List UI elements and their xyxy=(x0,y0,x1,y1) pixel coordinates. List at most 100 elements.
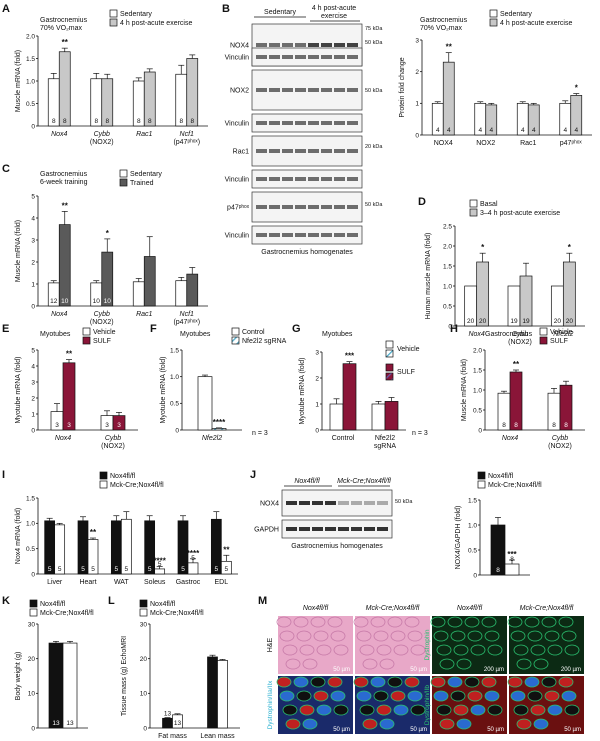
significance-stars: **** xyxy=(213,418,226,427)
legend-swatch xyxy=(539,336,548,345)
category-label: Nox4 xyxy=(51,131,67,138)
n-label: 8 xyxy=(63,118,67,125)
chart-H: 0 0.5 1.0 1.5 2.0 Muscle mRNA (fold) 8 8 ** Nox4 8… xyxy=(461,347,585,450)
cell-outline xyxy=(481,676,497,688)
condition-text: Myotubes xyxy=(180,331,211,338)
n-label: 5 xyxy=(181,566,185,573)
blot-frame xyxy=(251,191,363,223)
n-label: 4 xyxy=(532,127,536,134)
n-label: 4 xyxy=(489,127,493,134)
significance-stars: ** xyxy=(446,43,453,52)
blot-band xyxy=(321,177,332,181)
blot-band xyxy=(347,43,358,47)
n-label: 20 xyxy=(566,318,574,325)
bar xyxy=(186,58,199,127)
legend-swatch xyxy=(477,471,486,480)
blot-band xyxy=(377,527,388,531)
panel-label: I xyxy=(2,469,5,481)
blot-band xyxy=(325,501,336,505)
n-label: 5 xyxy=(48,566,52,573)
cell-outline xyxy=(379,658,395,670)
category-label: Rac1 xyxy=(136,131,152,138)
legend-swatch xyxy=(385,340,394,349)
legend-swatch xyxy=(29,599,38,608)
blot-frame xyxy=(281,489,393,517)
significance-stars: ** xyxy=(66,350,73,359)
cell-outline xyxy=(450,690,466,702)
condition-text: Gastrocnemius xyxy=(485,331,533,338)
cell-outline xyxy=(530,644,546,656)
blot-band xyxy=(295,55,306,59)
blot-band xyxy=(308,88,319,92)
cell-outline xyxy=(379,718,395,730)
cell-outline xyxy=(530,704,546,716)
cell-outline xyxy=(524,616,540,628)
legend-text: SULF xyxy=(93,338,111,345)
panel-label: E xyxy=(2,323,9,335)
blot-band xyxy=(308,43,319,47)
significance-stars: ** xyxy=(513,360,520,369)
blot-frame xyxy=(251,113,363,133)
cell-outline xyxy=(558,616,574,628)
cell-outline xyxy=(481,616,497,628)
legend-swatch xyxy=(29,608,38,617)
cell-outline xyxy=(299,704,315,716)
cell-outline xyxy=(276,616,292,628)
n-label: 8 xyxy=(148,118,152,125)
bar xyxy=(384,401,399,431)
blot-frame xyxy=(251,225,363,245)
cell-outline xyxy=(293,676,309,688)
n-note: n = 3 xyxy=(252,430,268,437)
blot-band xyxy=(256,233,267,237)
y-tick-label: 5 xyxy=(31,193,35,200)
category-label: (NOX2) xyxy=(548,443,572,450)
legend-text: 4 h post-acute exercise xyxy=(500,20,572,27)
n-label: 5 xyxy=(115,566,119,573)
cell-outline xyxy=(487,644,503,656)
legend-swatch xyxy=(119,178,128,187)
cell-outline xyxy=(439,658,455,670)
cell-outline xyxy=(279,690,295,702)
blot-band xyxy=(256,88,267,92)
blot-band xyxy=(299,501,310,505)
cell-outline xyxy=(513,704,529,716)
cell-outline xyxy=(313,630,329,642)
legend-swatch xyxy=(469,208,478,217)
legend-swatch xyxy=(477,480,486,489)
y-axis-label: Muscle mRNA (fold) xyxy=(461,359,468,421)
blot-band xyxy=(321,149,332,153)
blot-band xyxy=(338,501,349,505)
legend-swatch xyxy=(82,336,91,345)
n-label: 10 xyxy=(104,298,112,305)
significance-stars: ** xyxy=(90,528,97,537)
blot-band xyxy=(377,501,388,505)
y-tick-label: 0 xyxy=(473,572,477,579)
cell-outline xyxy=(447,616,463,628)
cell-outline xyxy=(285,658,301,670)
category-label: (p47ᵖʰᵒˣ) xyxy=(173,319,200,326)
category-label: Nfe2l2 xyxy=(375,435,395,442)
n-label: 10 xyxy=(61,298,69,305)
legend-text: 3–4 h post-acute exercise xyxy=(480,210,560,217)
blot-band xyxy=(308,177,319,181)
y-tick-label: 1 xyxy=(31,281,35,288)
blot-group: 4 h post-acute xyxy=(312,5,356,12)
y-axis-label: Muscle mRNA (fold) xyxy=(15,50,22,112)
cell-outline xyxy=(450,630,466,642)
cell-outline xyxy=(310,676,326,688)
cell-outline xyxy=(433,690,449,702)
significance-stars: *** xyxy=(507,550,517,559)
blot-group: Sedentary xyxy=(264,9,296,16)
legend-text: Vehicle xyxy=(93,329,116,336)
cell-outline xyxy=(564,704,580,716)
blot-band xyxy=(256,121,267,125)
blot-band xyxy=(334,121,345,125)
blot-band xyxy=(308,205,319,209)
cell-outline xyxy=(387,676,403,688)
y-tick-label: 0.5 xyxy=(443,303,452,310)
n-label: 20 xyxy=(467,318,475,325)
bar xyxy=(58,224,71,307)
scale-bar-label: 200 µm xyxy=(561,667,581,673)
